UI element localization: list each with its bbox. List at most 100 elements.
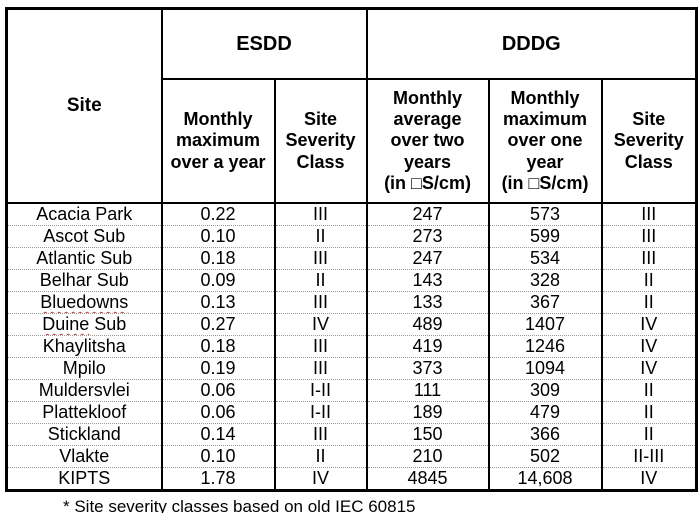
site-severity-table: Site ESDD DDDG Monthly maximum over a ye…	[5, 7, 699, 492]
dddg-avg-cell: 210	[365, 445, 490, 468]
dddg-max-cell: 1246	[487, 335, 603, 358]
header-dddg-severity-class: Site Severity Class	[600, 78, 698, 204]
esdd-class-cell: II	[273, 445, 368, 468]
site-cell: KIPTS	[5, 467, 163, 492]
dddg-max-cell: 479	[487, 401, 603, 424]
esdd-max-cell: 0.18	[160, 335, 276, 358]
site-name: Khaylitsha	[42, 336, 126, 357]
table-row-plattekloof: Plattekloof 0.06 I-II 189 479 II	[5, 401, 698, 424]
group-header-row: Site ESDD DDDG	[5, 7, 698, 204]
header-dddg-monthly-max: Monthly maximum over one year (in □S/cm)	[487, 78, 603, 204]
header-site: Site	[5, 7, 163, 204]
table-body: Acacia Park 0.22 III 247 573 III Ascot S…	[5, 202, 698, 492]
site-name: Plattekloof	[42, 402, 127, 423]
table-row-acacia-park: Acacia Park 0.22 III 247 573 III	[5, 202, 698, 226]
esdd-max-cell: 0.14	[160, 423, 276, 446]
dddg-class-cell: II	[600, 291, 698, 314]
sub-header-row: Monthly maximum over a year Site Severit…	[7, 78, 698, 204]
table-header: Site ESDD DDDG Monthly maximum over a ye…	[5, 7, 698, 204]
table-row-mpilo: Mpilo 0.19 III 373 1094 IV	[5, 357, 698, 380]
dddg-max-cell: 1407	[487, 313, 603, 336]
esdd-class-cell: III	[273, 357, 368, 380]
dddg-max-cell: 599	[487, 225, 603, 248]
dddg-avg-cell: 143	[365, 269, 490, 292]
dddg-class-cell: II	[600, 379, 698, 402]
dddg-avg-cell: 150	[365, 423, 490, 446]
esdd-class-cell: I-II	[273, 401, 368, 424]
dddg-max-cell: 1094	[487, 357, 603, 380]
dddg-avg-cell: 111	[365, 379, 490, 402]
dddg-avg-cell: 4845	[365, 467, 490, 492]
table-row-khaylitsha: Khaylitsha 0.18 III 419 1246 IV	[5, 335, 698, 358]
site-cell: Muldersvlei	[5, 379, 163, 402]
dddg-avg-cell: 247	[365, 202, 490, 226]
site-name: Sub	[89, 314, 127, 335]
site-name: Stickland	[47, 424, 121, 445]
esdd-class-cell: III	[273, 335, 368, 358]
site-cell: Plattekloof	[5, 401, 163, 424]
site-name: Vlakte	[59, 446, 110, 467]
header-esdd-severity-class: Site Severity Class	[273, 78, 368, 204]
site-cell: Acacia Park	[5, 202, 163, 226]
site-cell: Duine Sub	[5, 313, 163, 336]
dddg-class-cell: IV	[600, 467, 698, 492]
site-name: Mpilo	[62, 358, 106, 379]
esdd-max-cell: 0.22	[160, 202, 276, 226]
esdd-max-cell: 0.09	[160, 269, 276, 292]
dddg-class-cell: II	[600, 401, 698, 424]
dddg-class-cell: III	[600, 225, 698, 248]
header-dddg-group: DDDG	[365, 7, 698, 80]
esdd-max-cell: 0.06	[160, 401, 276, 424]
site-cell: Bluedowns	[5, 291, 163, 314]
esdd-max-cell: 0.10	[160, 445, 276, 468]
dddg-class-cell: IV	[600, 313, 698, 336]
site-cell: Khaylitsha	[5, 335, 163, 358]
dddg-avg-cell: 373	[365, 357, 490, 380]
dddg-avg-cell: 273	[365, 225, 490, 248]
dddg-avg-cell: 189	[365, 401, 490, 424]
esdd-class-cell: I-II	[273, 379, 368, 402]
site-name: Belhar Sub	[39, 270, 129, 291]
table-row-muldersvlei: Muldersvlei 0.06 I-II 111 309 II	[5, 379, 698, 402]
esdd-class-cell: III	[273, 247, 368, 270]
dddg-avg-cell: 133	[365, 291, 490, 314]
misspelled-word: Duine	[42, 314, 90, 335]
table-row-bluedowns: Bluedowns 0.13 III 133 367 II	[5, 291, 698, 314]
site-cell: Vlakte	[5, 445, 163, 468]
esdd-class-cell: II	[273, 225, 368, 248]
dddg-class-cell: III	[600, 247, 698, 270]
site-cell: Mpilo	[5, 357, 163, 380]
esdd-class-cell: III	[273, 423, 368, 446]
esdd-max-cell: 0.13	[160, 291, 276, 314]
dddg-class-cell: II	[600, 269, 698, 292]
site-name: Acacia Park	[36, 204, 133, 224]
site-name: Ascot Sub	[43, 226, 126, 247]
esdd-max-cell: 0.10	[160, 225, 276, 248]
site-cell: Atlantic Sub	[5, 247, 163, 270]
site-cell: Belhar Sub	[5, 269, 163, 292]
site-cell: Stickland	[5, 423, 163, 446]
dddg-max-cell: 367	[487, 291, 603, 314]
table-row-ascot-sub: Ascot Sub 0.10 II 273 599 III	[5, 225, 698, 248]
header-esdd-group: ESDD	[160, 7, 368, 80]
header-dddg-monthly-avg: Monthly average over two years (in □S/cm…	[365, 78, 490, 204]
esdd-max-cell: 0.27	[160, 313, 276, 336]
esdd-class-cell: IV	[273, 467, 368, 492]
site-name: Atlantic Sub	[36, 248, 133, 269]
dddg-class-cell: IV	[600, 357, 698, 380]
dddg-max-cell: 14,608	[487, 467, 603, 492]
site-cell: Ascot Sub	[5, 225, 163, 248]
esdd-max-cell: 0.18	[160, 247, 276, 270]
dddg-class-cell: III	[600, 202, 698, 226]
esdd-max-cell: 1.78	[160, 467, 276, 492]
dddg-avg-cell: 419	[365, 335, 490, 358]
header-esdd-monthly-max: Monthly maximum over a year	[160, 78, 276, 204]
dddg-avg-cell: 247	[365, 247, 490, 270]
dddg-max-cell: 309	[487, 379, 603, 402]
esdd-class-cell: II	[273, 269, 368, 292]
esdd-class-cell: III	[273, 291, 368, 314]
dddg-avg-cell: 489	[365, 313, 490, 336]
dddg-class-cell: II-III	[600, 445, 698, 468]
site-name: Muldersvlei	[38, 380, 130, 401]
esdd-class-cell: III	[273, 202, 368, 226]
